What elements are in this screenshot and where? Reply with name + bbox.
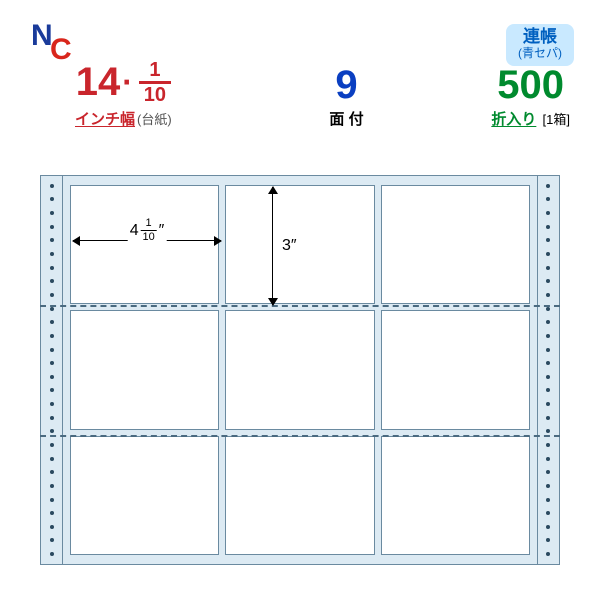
feed-hole: [546, 293, 550, 297]
feed-hole: [50, 266, 54, 270]
feed-hole: [50, 402, 54, 406]
feed-hole: [546, 184, 550, 188]
spec-width-int: 14: [76, 62, 121, 102]
feed-hole: [50, 429, 54, 433]
spec-width-den: 10: [144, 85, 166, 105]
spec-row: 14 · 1 10 インチ幅(台紙) 9 面 付 500: [75, 60, 570, 129]
feed-hole: [546, 320, 550, 324]
feed-hole: [546, 348, 550, 352]
feed-hole: [546, 457, 550, 461]
tractor-feed-right: [544, 175, 552, 565]
feed-hole: [50, 293, 54, 297]
spec-sheets-int: 500: [497, 65, 564, 105]
label-cell: [225, 436, 374, 555]
feed-hole: [546, 538, 550, 542]
feed-hole: [546, 388, 550, 392]
spec-faces-label: 面 付: [329, 111, 363, 128]
feed-hole: [50, 552, 54, 556]
label-sheet-diagram: 4 1 10 ″ 3″: [40, 175, 560, 565]
feed-hole: [546, 252, 550, 256]
feed-hole: [50, 525, 54, 529]
label-cell: [70, 310, 219, 429]
feed-hole: [50, 457, 54, 461]
spec-width-dot: ·: [122, 66, 133, 98]
feed-hole: [50, 361, 54, 365]
label-cell: [381, 436, 530, 555]
feed-hole: [546, 197, 550, 201]
feed-hole: [546, 266, 550, 270]
feed-hole: [546, 361, 550, 365]
feed-hole: [50, 320, 54, 324]
feed-separator-left: [62, 175, 63, 565]
feed-hole: [50, 197, 54, 201]
spec-sheets-aux: [1箱]: [543, 112, 570, 127]
label-cell: [381, 310, 530, 429]
feed-hole: [546, 429, 550, 433]
feed-hole: [546, 484, 550, 488]
dim-w-unit: ″: [159, 222, 165, 240]
feed-hole: [546, 552, 550, 556]
label-cell: [225, 310, 374, 429]
spec-sheets: 500 折入り [1箱]: [491, 65, 570, 129]
feed-hole: [50, 238, 54, 242]
feed-hole: [50, 416, 54, 420]
label-cell: [381, 185, 530, 304]
feed-hole: [546, 470, 550, 474]
perforation-1: [40, 305, 560, 307]
label-cell: [225, 185, 374, 304]
tag-line1: 連帳: [518, 28, 562, 47]
feed-hole: [546, 443, 550, 447]
spec-width: 14 · 1 10 インチ幅(台紙): [75, 60, 172, 129]
dimension-width: 4 1 10 ″: [73, 240, 221, 241]
feed-hole: [50, 511, 54, 515]
tag-line2: (青セパ): [518, 47, 562, 60]
feed-hole: [546, 416, 550, 420]
feed-hole: [546, 498, 550, 502]
spec-faces: 9 面 付: [329, 65, 363, 129]
feed-hole: [50, 538, 54, 542]
feed-hole: [546, 375, 550, 379]
feed-separator-right: [537, 175, 538, 565]
feed-hole: [546, 525, 550, 529]
spec-sheets-label: 折入り: [491, 111, 536, 128]
feed-hole: [546, 225, 550, 229]
perforation-2: [40, 435, 560, 437]
dim-w-int: 4: [130, 222, 139, 240]
dim-w-den: 10: [142, 232, 154, 243]
feed-hole: [546, 307, 550, 311]
feed-hole: [50, 252, 54, 256]
feed-hole: [50, 470, 54, 474]
feed-hole: [50, 375, 54, 379]
feed-hole: [50, 348, 54, 352]
spec-faces-int: 9: [335, 65, 357, 105]
spec-width-num: 1: [149, 60, 160, 80]
dimension-height: 3″: [272, 187, 273, 305]
feed-hole: [50, 279, 54, 283]
feed-hole: [546, 402, 550, 406]
feed-hole: [546, 211, 550, 215]
label-cell: [70, 436, 219, 555]
nc-logo: N C: [28, 22, 76, 66]
feed-hole: [50, 225, 54, 229]
feed-hole: [50, 184, 54, 188]
spec-width-label: インチ幅: [75, 111, 135, 128]
dim-w-num: 1: [146, 218, 152, 229]
label-cell: [70, 185, 219, 304]
tractor-feed-left: [48, 175, 56, 565]
feed-hole: [546, 334, 550, 338]
feed-hole: [546, 511, 550, 515]
feed-hole: [546, 238, 550, 242]
feed-hole: [50, 388, 54, 392]
feed-hole: [50, 498, 54, 502]
feed-hole: [546, 279, 550, 283]
dim-h-value: 3″: [282, 237, 297, 255]
spec-width-aux: (台紙): [137, 112, 172, 127]
feed-hole: [50, 307, 54, 311]
feed-hole: [50, 334, 54, 338]
feed-hole: [50, 443, 54, 447]
feed-hole: [50, 211, 54, 215]
feed-hole: [50, 484, 54, 488]
logo-c: C: [50, 33, 72, 67]
